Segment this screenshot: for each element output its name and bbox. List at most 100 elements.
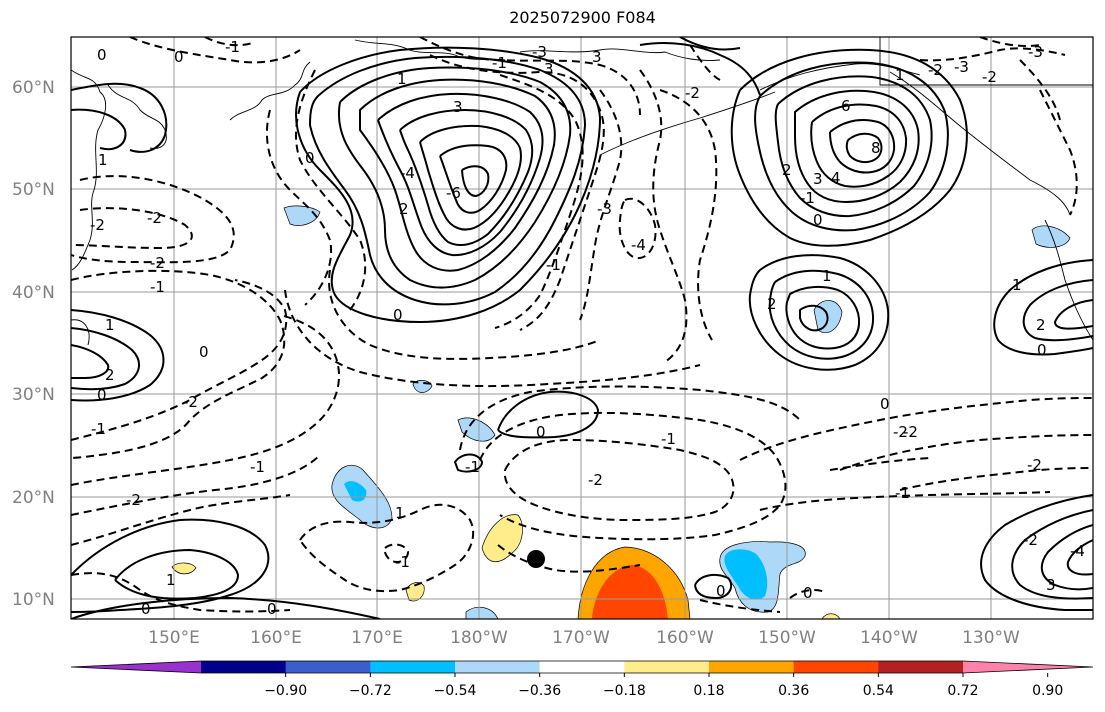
contour-label: -2 xyxy=(183,393,198,411)
contour-label: 0 xyxy=(880,395,890,413)
contour-label: 1 xyxy=(895,66,905,84)
longitude-labels: 150°E 160°E 170°E 180°W 170°W 160°W 150°… xyxy=(148,628,1020,648)
colorbar-bin xyxy=(793,661,879,673)
contour-label: 0 xyxy=(141,600,151,618)
colorbar: −0.90 −0.72 −0.54 −0.36 −0.18 0.18 0.36 0.54 0.7… xyxy=(70,660,1094,699)
colorbar-tick-label: −0.54 xyxy=(434,683,477,699)
colorbar-tick-label: −0.72 xyxy=(349,683,392,699)
colorbar-outline xyxy=(70,660,1094,674)
contour-label: -2 xyxy=(150,254,165,272)
colorbar-tick-label: 0.18 xyxy=(693,683,724,699)
map-background xyxy=(71,37,1093,619)
negative-anomaly-blue-2 xyxy=(724,549,768,600)
lon-label: 170°W xyxy=(552,628,610,648)
colorbar-tick-label: −0.36 xyxy=(518,683,561,699)
contour-label: -3 xyxy=(597,200,612,218)
contour-label: -1 xyxy=(492,54,507,72)
contour-labels: 0 1 1 3 3 0 2 -1 0 3 -4 -6 -2 -1 -2 -2 -… xyxy=(90,38,1105,618)
contour-label: 1 xyxy=(822,267,832,285)
contour-label: -1 xyxy=(150,278,165,296)
contour-label: 0 xyxy=(199,343,209,361)
contour-label: 0 xyxy=(716,582,726,600)
contour-label: -1 xyxy=(250,458,265,476)
contour-label: 2 xyxy=(767,295,777,313)
contour-label: 1 xyxy=(166,571,176,589)
contour-label: -4 xyxy=(400,164,415,182)
contour-label: 0 xyxy=(393,306,403,324)
colorbar-bin xyxy=(709,661,795,673)
contour-label: 0 xyxy=(97,46,107,64)
map-frame xyxy=(70,36,1094,620)
contour-label: 6 xyxy=(841,97,851,115)
lat-label: 20°N xyxy=(12,488,55,508)
contour-label: 1 xyxy=(397,70,407,88)
contour-label: -2 xyxy=(928,61,943,79)
negative-anomaly-light-8 xyxy=(465,606,499,619)
contour-label: 1 xyxy=(395,504,405,522)
colorbar-bin xyxy=(370,661,456,673)
contour-label: -1 xyxy=(800,189,815,207)
lon-label: 130°W xyxy=(962,628,1020,648)
lat-label: 30°N xyxy=(12,385,55,405)
lon-label: 150°W xyxy=(758,628,816,648)
colorbar-tick-label: −0.18 xyxy=(603,683,646,699)
contour-label: 2 xyxy=(1036,316,1046,334)
contour-label: 3 xyxy=(1046,576,1056,594)
contour-label: 1 xyxy=(98,151,108,169)
contour-label: -2 xyxy=(982,68,997,86)
map-title: 2025072900 F084 xyxy=(509,8,656,27)
contour-label: -2 xyxy=(147,209,162,227)
colorbar-tick-label: 0.54 xyxy=(863,683,894,699)
lon-label: 160°W xyxy=(656,628,714,648)
latitude-labels: 60°N 50°N 40°N 30°N 20°N 10°N xyxy=(12,78,55,610)
contour-label: 0 xyxy=(305,149,315,167)
contour-label: 2 xyxy=(105,366,115,384)
positive-anomaly-yellow-2 xyxy=(405,582,425,602)
contour-label: 3 xyxy=(813,170,823,188)
negative-anomaly-blue-1 xyxy=(344,481,367,502)
contour-label: 1 xyxy=(1100,286,1105,304)
colorbar-bin xyxy=(201,661,287,673)
contour-label: -2 xyxy=(903,423,918,441)
colorbar-tick-label: 0.72 xyxy=(947,683,978,699)
colorbar-bin xyxy=(455,661,541,673)
contour-label: -2 xyxy=(893,423,908,441)
positive-contours xyxy=(71,37,1093,619)
contour-label: -2 xyxy=(588,471,603,489)
contour-label: -1 xyxy=(661,430,676,448)
contour-label: 2 xyxy=(782,161,792,179)
lat-label: 10°N xyxy=(12,590,55,610)
contour-label: -3 xyxy=(1028,43,1043,61)
colorbar-tick-label: 0.36 xyxy=(778,683,809,699)
contour-label: -1 xyxy=(546,256,561,274)
contour-label: 8 xyxy=(871,139,881,157)
contour-label: -2 xyxy=(90,216,105,234)
negative-anomaly-light-5 xyxy=(283,205,321,226)
contour-label: 3 xyxy=(592,48,602,66)
contour-label: 0 xyxy=(174,48,184,66)
contour-label: -1 xyxy=(465,458,480,476)
contour-label: 0 xyxy=(1037,341,1047,359)
contour-label: 0 xyxy=(803,584,813,602)
contour-label: -1 xyxy=(895,484,910,502)
colorbar-tick-label: −0.90 xyxy=(264,683,307,699)
contour-label: 1 xyxy=(105,316,115,334)
negative-anomaly-light-3 xyxy=(457,417,496,442)
contour-label: -2 xyxy=(126,491,141,509)
positive-anomaly-yellow-1 xyxy=(481,514,523,563)
colorbar-bin xyxy=(539,661,625,673)
lat-label: 60°N xyxy=(12,78,55,98)
colorbar-bin xyxy=(878,661,964,673)
negative-contours xyxy=(71,37,1093,613)
positive-anomaly-red xyxy=(592,565,668,619)
contour-label: -1 xyxy=(395,553,410,571)
location-marker xyxy=(527,550,545,568)
contour-label: 0 xyxy=(267,600,277,618)
contour-label: 2 xyxy=(399,200,409,218)
colorbar-extend-max xyxy=(963,661,1093,673)
lon-label: 150°E xyxy=(148,628,200,648)
contour-label: -4 xyxy=(631,236,646,254)
contour-label: 0 xyxy=(813,211,823,229)
contour-label: 4 xyxy=(831,169,841,187)
colorbar-tick-label: 0.90 xyxy=(1032,683,1063,699)
